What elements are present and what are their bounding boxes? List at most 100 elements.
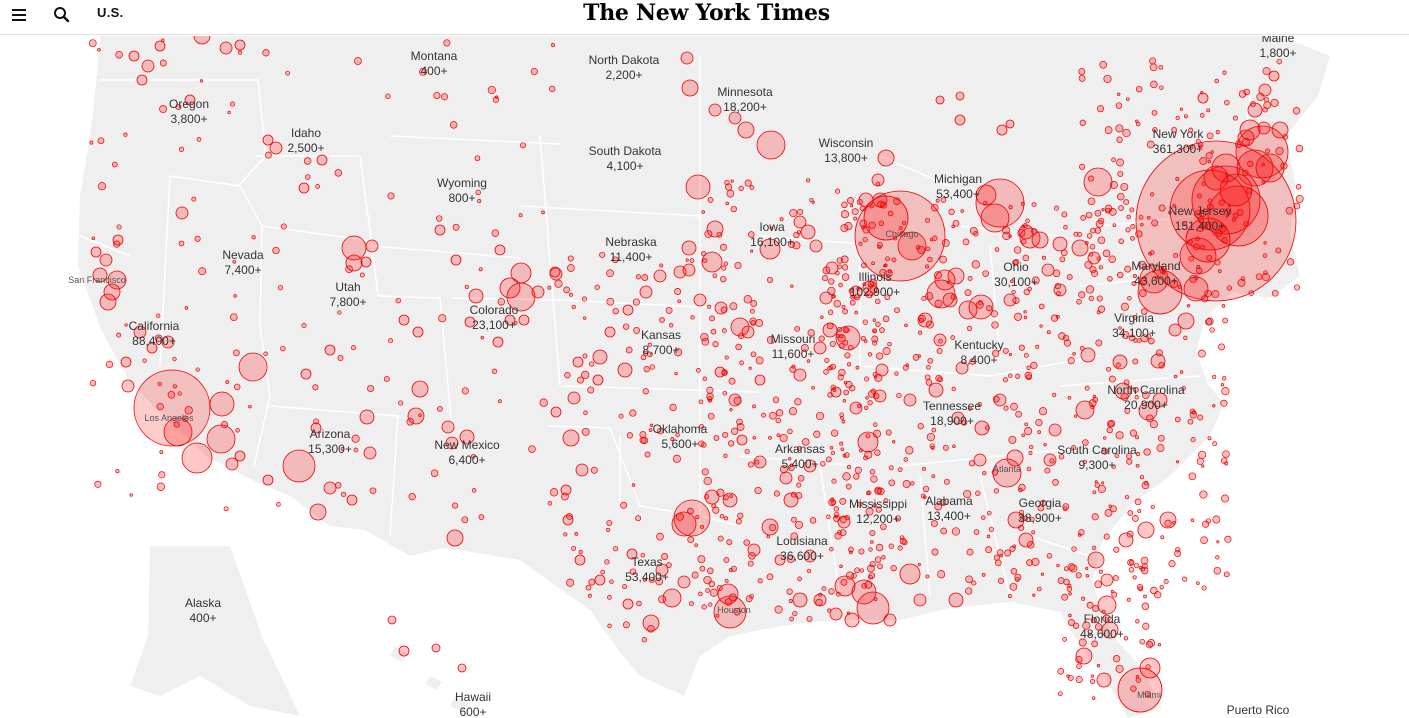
- county-case-dot[interactable]: [769, 411, 777, 420]
- county-case-dot[interactable]: [659, 263, 664, 268]
- county-case-dot[interactable]: [1295, 184, 1302, 190]
- county-case-dot[interactable]: [470, 453, 476, 459]
- county-case-bubble[interactable]: [1152, 392, 1168, 408]
- county-case-dot[interactable]: [1052, 269, 1061, 278]
- county-case-dot[interactable]: [794, 398, 802, 406]
- county-case-dot[interactable]: [999, 554, 1003, 558]
- county-case-dot[interactable]: [1215, 555, 1220, 560]
- county-case-dot[interactable]: [1172, 520, 1176, 525]
- county-case-dot[interactable]: [312, 384, 319, 391]
- county-case-dot[interactable]: [1056, 291, 1061, 296]
- county-case-dot[interactable]: [177, 391, 182, 396]
- county-case-dot[interactable]: [669, 403, 677, 412]
- county-case-dot[interactable]: [175, 103, 182, 111]
- county-case-bubble[interactable]: [146, 342, 158, 354]
- county-case-dot[interactable]: [677, 299, 682, 304]
- county-case-dot[interactable]: [1068, 592, 1072, 596]
- county-case-dot[interactable]: [1120, 392, 1129, 401]
- county-case-bubble[interactable]: [928, 382, 944, 398]
- county-case-dot[interactable]: [1221, 494, 1229, 503]
- county-case-dot[interactable]: [1265, 148, 1271, 154]
- county-case-dot[interactable]: [840, 447, 845, 451]
- county-case-dot[interactable]: [1076, 299, 1082, 305]
- county-case-dot[interactable]: [1151, 219, 1159, 227]
- county-case-dot[interactable]: [285, 70, 290, 76]
- county-case-dot[interactable]: [699, 565, 706, 572]
- county-case-dot[interactable]: [440, 93, 449, 101]
- county-case-dot[interactable]: [449, 121, 458, 129]
- county-case-dot[interactable]: [1041, 255, 1046, 260]
- county-case-dot[interactable]: [868, 574, 873, 580]
- county-case-dot[interactable]: [719, 243, 728, 251]
- county-case-bubble[interactable]: [834, 575, 856, 597]
- county-case-dot[interactable]: [838, 282, 843, 288]
- county-case-dot[interactable]: [1026, 559, 1033, 566]
- county-case-dot[interactable]: [868, 390, 876, 398]
- county-case-dot[interactable]: [1095, 339, 1103, 347]
- county-case-dot[interactable]: [670, 437, 675, 441]
- county-case-dot[interactable]: [788, 457, 792, 461]
- county-case-dot[interactable]: [1091, 269, 1099, 277]
- county-case-dot[interactable]: [385, 93, 391, 99]
- county-case-bubble[interactable]: [550, 406, 562, 418]
- county-case-dot[interactable]: [888, 479, 896, 487]
- county-case-dot[interactable]: [1212, 404, 1216, 408]
- county-case-dot[interactable]: [797, 576, 802, 582]
- county-case-dot[interactable]: [1148, 337, 1155, 345]
- county-case-dot[interactable]: [1026, 365, 1031, 370]
- county-case-dot[interactable]: [927, 357, 934, 364]
- county-case-dot[interactable]: [1240, 276, 1246, 281]
- county-case-dot[interactable]: [1134, 498, 1142, 506]
- county-case-dot[interactable]: [1133, 274, 1137, 278]
- county-case-dot[interactable]: [1112, 575, 1119, 582]
- county-case-dot[interactable]: [894, 371, 899, 376]
- county-case-dot[interactable]: [665, 306, 673, 314]
- county-case-dot[interactable]: [1147, 639, 1156, 647]
- county-case-dot[interactable]: [766, 335, 775, 345]
- county-case-bubble[interactable]: [728, 111, 742, 125]
- county-case-dot[interactable]: [918, 330, 923, 335]
- county-case-dot[interactable]: [350, 345, 357, 351]
- county-case-dot[interactable]: [1175, 460, 1180, 464]
- county-case-dot[interactable]: [1130, 235, 1135, 241]
- county-case-dot[interactable]: [1101, 208, 1105, 212]
- county-case-dot[interactable]: [1205, 318, 1213, 326]
- county-case-dot[interactable]: [1111, 591, 1118, 598]
- county-case-dot[interactable]: [992, 395, 1000, 403]
- county-case-dot[interactable]: [161, 38, 165, 43]
- county-case-dot[interactable]: [823, 369, 829, 375]
- county-case-dot[interactable]: [1066, 586, 1073, 592]
- county-case-bubble[interactable]: [935, 95, 945, 105]
- county-case-dot[interactable]: [796, 482, 802, 488]
- county-case-dot[interactable]: [728, 593, 737, 602]
- county-case-bubble[interactable]: [955, 361, 969, 375]
- county-case-dot[interactable]: [1084, 385, 1090, 391]
- county-case-dot[interactable]: [828, 588, 835, 595]
- county-case-dot[interactable]: [730, 565, 737, 572]
- county-case-dot[interactable]: [917, 354, 921, 358]
- county-case-dot[interactable]: [827, 392, 833, 398]
- county-case-dot[interactable]: [809, 517, 817, 524]
- county-case-dot[interactable]: [1135, 121, 1141, 127]
- county-case-dot[interactable]: [727, 440, 735, 447]
- county-case-bubble[interactable]: [412, 326, 424, 338]
- county-case-dot[interactable]: [952, 219, 960, 227]
- county-case-dot[interactable]: [833, 299, 842, 308]
- county-case-dot[interactable]: [872, 429, 882, 438]
- county-case-dot[interactable]: [744, 448, 750, 455]
- county-case-bubble[interactable]: [1138, 401, 1158, 421]
- county-case-bubble[interactable]: [494, 244, 506, 256]
- county-case-dot[interactable]: [159, 105, 168, 114]
- county-case-dot[interactable]: [787, 240, 796, 248]
- county-case-dot[interactable]: [806, 568, 812, 574]
- county-case-dot[interactable]: [926, 432, 936, 442]
- county-case-bubble[interactable]: [673, 265, 687, 279]
- county-case-dot[interactable]: [97, 182, 107, 191]
- county-case-dot[interactable]: [766, 573, 774, 581]
- county-case-dot[interactable]: [658, 595, 667, 604]
- county-case-dot[interactable]: [724, 355, 729, 360]
- county-case-dot[interactable]: [1194, 275, 1199, 280]
- county-case-dot[interactable]: [789, 616, 794, 622]
- county-case-dot[interactable]: [1135, 435, 1139, 440]
- county-case-dot[interactable]: [1071, 546, 1077, 552]
